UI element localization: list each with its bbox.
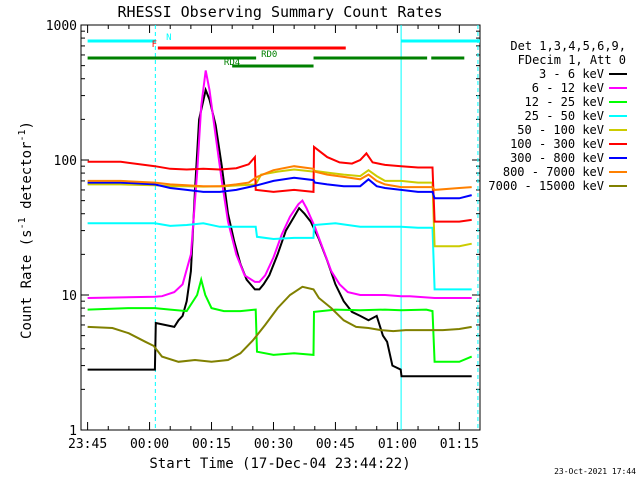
state-bar-label: RD4	[224, 58, 240, 68]
chart-title: RHESSI Observing Summary Count Rates	[117, 3, 442, 21]
y-tick-label: 100	[54, 154, 77, 169]
legend: Det 1,3,4,5,6,9,FDecim 1, Att 03 - 6 keV…	[488, 39, 627, 193]
legend-entry-label: 25 - 50 keV	[525, 109, 604, 123]
legend-entry-label: 12 - 25 keV	[525, 95, 604, 109]
y-axis-label: Count Rate (s-1 detector-1)	[17, 121, 35, 339]
legend-header: FDecim 1, Att 0	[518, 53, 626, 67]
x-axis-label: Start Time (17-Dec-04 23:44:22)	[149, 456, 410, 472]
y-tick-label: 1	[69, 424, 77, 439]
legend-entry-label: 3 - 6 keV	[539, 67, 604, 81]
x-tick-label: 01:15	[440, 437, 479, 452]
series-0-line	[87, 86, 472, 378]
series-1-line	[87, 70, 472, 299]
series-6-line	[87, 176, 472, 200]
series-4-line	[87, 168, 472, 248]
series-7-line	[87, 165, 472, 191]
y-tick-label: 1000	[46, 19, 77, 34]
legend-entry-label: 7000 - 15000 keV	[488, 179, 604, 193]
footer-date: 23-Oct-2021 17:44	[554, 467, 636, 476]
legend-header: Det 1,3,4,5,6,9,	[510, 39, 626, 53]
state-bar-label: F	[152, 40, 157, 50]
x-tick-label: 00:00	[130, 437, 169, 452]
y-tick-label: 10	[61, 289, 77, 304]
series-8-line	[87, 285, 472, 363]
legend-entry-label: 800 - 7000 keV	[503, 165, 604, 179]
series-3-line	[87, 222, 472, 291]
legend-entry-label: 6 - 12 keV	[532, 81, 604, 95]
x-tick-label: 23:45	[68, 437, 107, 452]
state-bar-label: N	[166, 33, 171, 43]
x-tick-label: 01:00	[378, 437, 417, 452]
legend-entry-label: 50 - 100 keV	[517, 123, 604, 137]
plot-frame	[80, 24, 481, 431]
legend-entry-label: 300 - 800 keV	[510, 151, 604, 165]
series-2-line	[87, 275, 473, 363]
x-tick-label: 00:15	[192, 437, 231, 452]
legend-entry-label: 100 - 300 keV	[510, 137, 604, 151]
x-tick-label: 00:30	[254, 437, 293, 452]
x-tick-label: 00:45	[316, 437, 355, 452]
state-bar-label: RD0	[261, 50, 277, 60]
plot-area: 1 10 100 1000 23:45 00:00 00:15 00:30 00:45 01:00…	[46, 19, 481, 452]
